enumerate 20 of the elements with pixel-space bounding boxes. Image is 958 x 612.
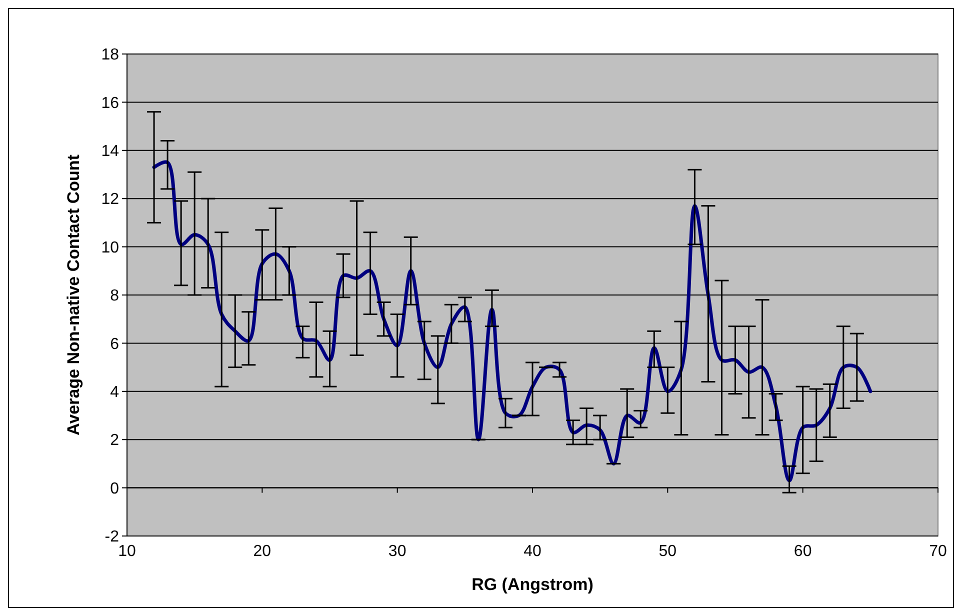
y-tick-label: 8 (110, 288, 120, 305)
y-axis-title: Average Non-native Contact Count (64, 154, 83, 436)
x-axis-title: RG (Angstrom) (472, 575, 594, 594)
line-series (152, 160, 872, 482)
x-tick-label: 60 (794, 543, 812, 560)
y-tick-label: 0 (110, 480, 120, 498)
y-tick-label: 18 (101, 46, 120, 64)
y-tick-label: 6 (110, 336, 120, 353)
y-tick-label: 4 (110, 384, 120, 401)
x-tick-label: 50 (658, 543, 677, 560)
x-tick-label: 70 (929, 543, 947, 560)
x-tick-label: 30 (388, 543, 406, 560)
y-tick-label: 14 (101, 143, 120, 160)
x-tick-label: 20 (253, 543, 272, 560)
x-tick-label: 40 (524, 543, 542, 560)
y-tick-label: -2 (104, 528, 120, 546)
y-tick-label: 10 (101, 239, 120, 256)
y-tick-label: 16 (101, 94, 120, 112)
y-tick-label: 2 (110, 432, 120, 450)
y-tick-label: 12 (101, 191, 120, 208)
